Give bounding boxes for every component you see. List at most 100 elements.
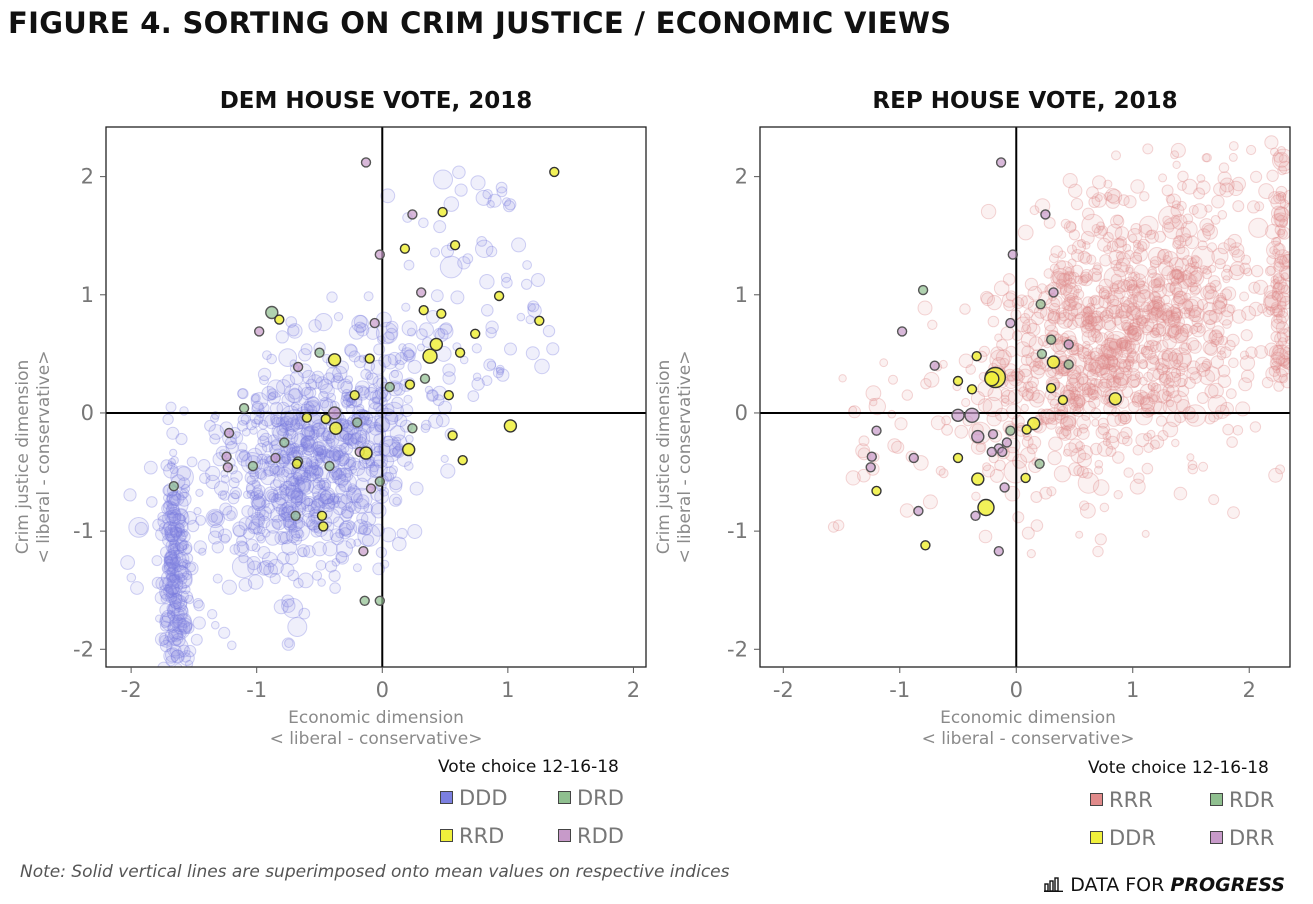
- point-rrr: [1126, 329, 1140, 342]
- point-ddd: [315, 560, 327, 571]
- rdd-label: RDD: [577, 824, 624, 848]
- point-rrr: [1161, 352, 1170, 361]
- point-rrr: [1270, 275, 1279, 284]
- point-ddd: [290, 495, 303, 508]
- point-ddd: [219, 502, 233, 516]
- point-rrr: [1023, 381, 1034, 392]
- point-ddd: [159, 612, 175, 627]
- point-rrr: [1275, 214, 1289, 228]
- point-rrr: [1053, 260, 1075, 282]
- point-ddd: [211, 620, 220, 630]
- point-rrr: [1175, 366, 1186, 377]
- point-ddd: [256, 428, 269, 441]
- point-ddd: [165, 591, 178, 604]
- point-ddd: [467, 390, 480, 403]
- point-rrr: [1265, 366, 1282, 382]
- point-ddd: [307, 374, 323, 390]
- point-ddd: [176, 612, 192, 628]
- point-rrr: [1263, 285, 1278, 299]
- point-rrr: [1082, 344, 1094, 356]
- point-ddd: [481, 375, 493, 387]
- point-rrr: [1223, 238, 1237, 251]
- point-ddd: [335, 551, 349, 565]
- point-rrr: [1272, 236, 1282, 246]
- point-drr: [999, 482, 1010, 493]
- point-ddd: [169, 557, 180, 567]
- point-ddd: [296, 443, 308, 455]
- point-rrr: [1051, 270, 1066, 285]
- point-rrr: [888, 374, 898, 385]
- point-rrr: [1094, 459, 1104, 469]
- point-ddd: [267, 558, 284, 575]
- point-ddd: [314, 444, 324, 454]
- point-rrr: [1148, 394, 1158, 405]
- point-rrr: [1147, 268, 1158, 279]
- point-rrr: [1161, 184, 1174, 197]
- point-ddd: [274, 465, 286, 476]
- point-rrr: [1170, 311, 1183, 323]
- point-rrr: [1110, 273, 1122, 285]
- point-ddd: [267, 434, 280, 447]
- point-ddd: [275, 330, 289, 344]
- point-ddd: [169, 565, 193, 590]
- point-ddd: [167, 602, 181, 617]
- point-ddd: [178, 530, 191, 543]
- point-ddd: [221, 579, 237, 595]
- x-tick-label: 2: [1243, 678, 1256, 702]
- point-ddd: [197, 459, 211, 472]
- point-ddd: [269, 507, 285, 523]
- point-rrr: [1271, 205, 1286, 221]
- point-rrr: [1269, 357, 1283, 370]
- point-ddd: [167, 617, 191, 641]
- point-ddd: [165, 554, 179, 567]
- point-rrr: [1167, 321, 1189, 344]
- point-ddd: [294, 477, 311, 495]
- point-ddd: [254, 467, 267, 480]
- point-rrr: [1064, 271, 1075, 282]
- point-rrr: [1154, 230, 1167, 243]
- point-ddd: [336, 540, 353, 558]
- point-ddd: [355, 477, 369, 491]
- point-rrr: [1166, 193, 1182, 209]
- point-rrr: [1017, 224, 1034, 241]
- point-rrr: [1083, 306, 1093, 316]
- point-ddd: [152, 518, 166, 532]
- point-ddd: [304, 497, 314, 507]
- point-rrr: [1085, 315, 1095, 325]
- point-rrr: [1277, 165, 1288, 176]
- point-rrr: [1084, 358, 1098, 372]
- point-ddd: [305, 378, 318, 391]
- point-ddd: [363, 503, 374, 513]
- point-rrr: [1125, 264, 1134, 274]
- point-rrr: [1189, 285, 1201, 296]
- point-rrr: [1092, 545, 1104, 558]
- point-rrr: [1268, 365, 1281, 377]
- point-rrr: [1082, 382, 1096, 396]
- point-rrr: [1098, 288, 1110, 299]
- point-rrr: [1020, 403, 1029, 413]
- point-rrr: [1269, 246, 1278, 255]
- point-rdr: [1034, 458, 1045, 469]
- point-ddd: [331, 468, 344, 480]
- point-rrr: [838, 374, 847, 383]
- point-ddd: [171, 607, 185, 622]
- point-rrr: [1103, 179, 1113, 189]
- point-ddd: [177, 605, 189, 616]
- point-ddd: [175, 539, 188, 552]
- point-ddd: [205, 474, 220, 490]
- point-ddd: [184, 594, 195, 605]
- point-rrr: [1124, 249, 1135, 260]
- point-rrr: [1127, 322, 1140, 335]
- point-rrr: [1163, 221, 1175, 233]
- dem-legend-item-rrd: RRD: [440, 824, 504, 848]
- plot-area: [106, 127, 646, 667]
- point-rrr: [1121, 386, 1134, 398]
- point-ddd: [389, 425, 406, 442]
- point-ddd: [257, 534, 266, 544]
- point-ddd: [174, 570, 184, 580]
- point-ddd: [298, 395, 309, 406]
- point-rrr: [1095, 363, 1111, 379]
- point-ddd: [179, 650, 195, 666]
- point-rrr: [1076, 344, 1085, 353]
- point-ddd: [227, 492, 240, 505]
